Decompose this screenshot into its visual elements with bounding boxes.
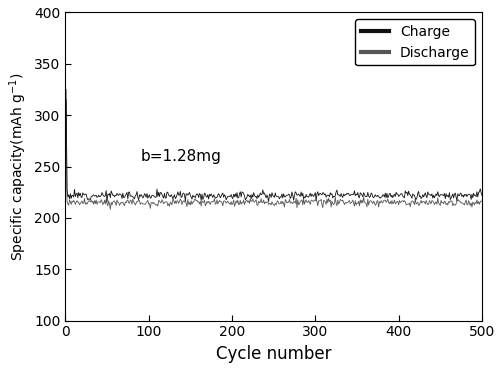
Charge xyxy=(311,192,317,197)
X-axis label: Cycle number: Cycle number xyxy=(215,345,331,363)
Charge xyxy=(478,193,484,198)
Discharge xyxy=(264,200,270,204)
Line: Charge: Charge xyxy=(66,100,481,202)
Discharge xyxy=(469,200,475,204)
Discharge xyxy=(63,87,69,92)
Discharge xyxy=(404,202,410,206)
Legend: Charge, Discharge: Charge, Discharge xyxy=(355,19,474,65)
Line: Discharge: Discharge xyxy=(66,90,481,209)
Charge xyxy=(261,191,267,195)
Charge xyxy=(469,195,475,200)
Charge xyxy=(63,98,69,102)
Y-axis label: Specific capacity(mAh g$^{-1}$): Specific capacity(mAh g$^{-1}$) xyxy=(7,72,29,261)
Charge xyxy=(104,199,110,204)
Charge xyxy=(264,193,270,197)
Discharge xyxy=(311,198,317,202)
Discharge xyxy=(261,202,267,206)
Discharge xyxy=(478,199,484,203)
Discharge xyxy=(107,207,113,212)
Text: b=1.28mg: b=1.28mg xyxy=(140,149,221,164)
Charge xyxy=(289,190,295,194)
Charge xyxy=(404,194,410,198)
Discharge xyxy=(289,201,295,205)
